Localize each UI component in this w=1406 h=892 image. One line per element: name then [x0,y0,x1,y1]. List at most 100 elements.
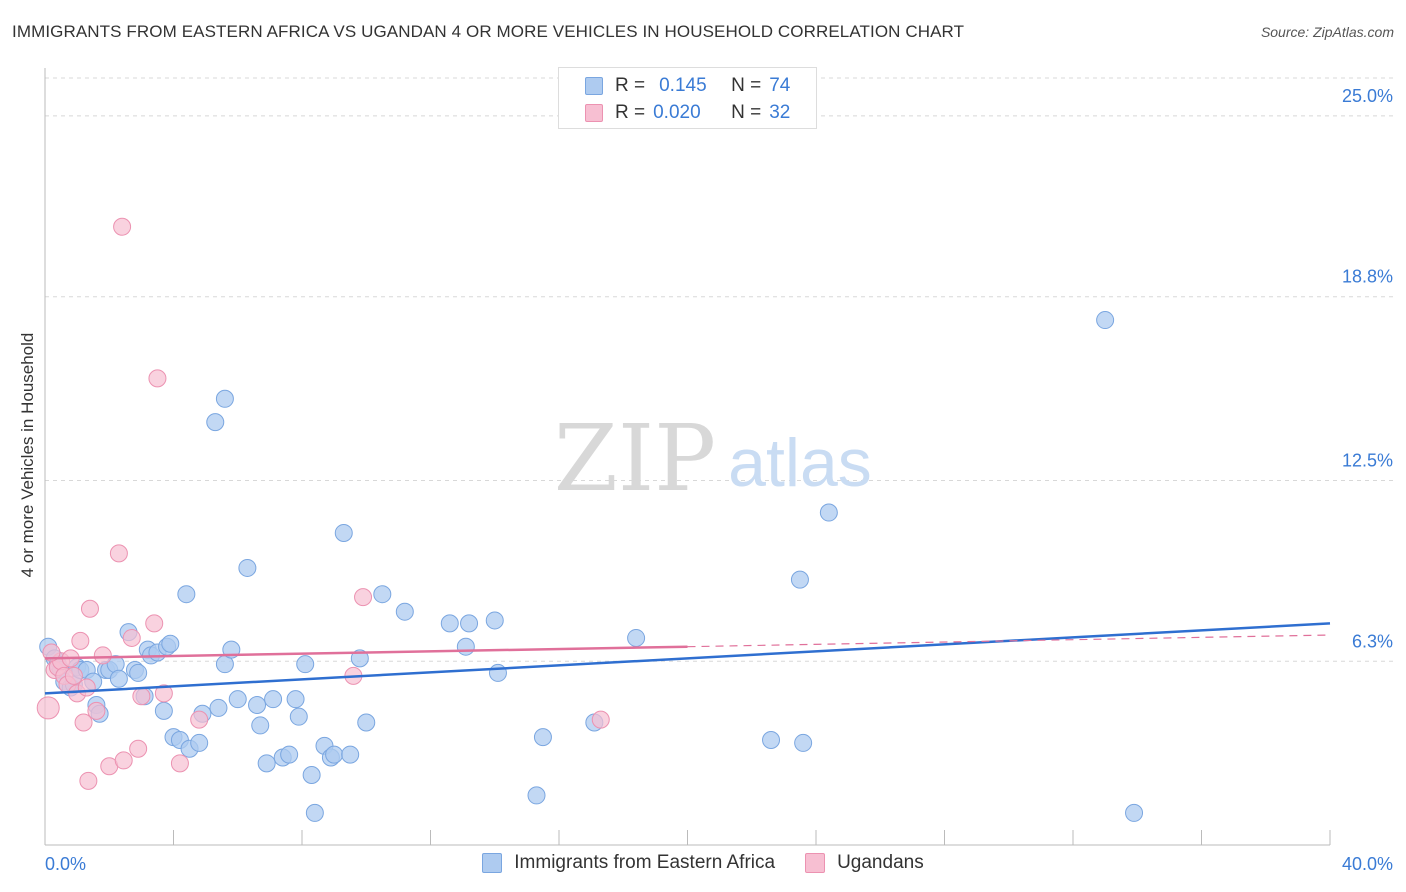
legend-n-label: N = [731,102,762,123]
data-point-ugandans [64,666,83,685]
data-point-eastern-africa [373,585,392,604]
y-tick-label: 25.0% [1342,86,1393,106]
data-point-ugandans [93,646,112,665]
data-point-ugandans [154,684,173,703]
data-point-eastern-africa [206,413,225,432]
chart-title: IMMIGRANTS FROM EASTERN AFRICA VS UGANDA… [12,22,965,41]
data-point-eastern-africa [794,733,813,752]
data-point-eastern-africa [395,602,414,621]
data-point-eastern-africa [280,745,299,764]
trend-line-eastern-africa [44,622,1331,695]
data-point-eastern-africa [129,663,148,682]
legend-swatch-blue [585,77,603,95]
correlation-legend: R = 0.145 N = 74 R = 0.020 N = 32 [558,67,817,129]
legend-swatch-blue [482,853,503,873]
data-point-ugandans [80,599,99,618]
series-ugandans-points [36,217,610,790]
tick-labels: 6.3% 12.5% 18.8% 25.0% 0.0% 40.0% [45,86,1393,874]
legend-n-value: 32 [769,102,791,123]
data-point-ugandans [122,628,141,647]
data-point-ugandans [36,696,60,720]
data-point-eastern-africa [251,716,270,735]
data-point-ugandans [114,751,133,770]
axes [44,68,1331,846]
data-point-ugandans [113,217,132,236]
data-point-eastern-africa [533,728,552,747]
legend-swatch-pink [585,104,603,122]
legend-r-value: 0.020 [653,102,701,123]
legend-r-label: R = [615,75,646,96]
data-point-ugandans [79,771,98,790]
data-point-eastern-africa [161,634,180,653]
watermark: ZIP atlas [554,405,872,512]
legend-label: Ugandans [837,852,924,873]
series-legend: Immigrants from Eastern Africa Ugandans [0,852,1406,874]
data-point-eastern-africa [190,733,209,752]
data-point-eastern-africa [485,611,504,630]
data-point-ugandans [87,701,106,720]
data-point-ugandans [129,739,148,758]
y-tick-label: 6.3% [1352,631,1393,651]
data-point-eastern-africa [305,803,324,822]
data-point-eastern-africa [177,585,196,604]
data-point-eastern-africa [264,690,283,709]
data-point-ugandans [71,631,90,650]
data-point-eastern-africa [762,731,781,750]
data-point-ugandans [42,643,61,662]
legend-swatch-pink [805,853,826,873]
data-point-eastern-africa [819,503,838,522]
data-point-ugandans [132,687,151,706]
data-point-eastern-africa [248,696,267,715]
data-point-ugandans [591,710,610,729]
data-point-ugandans [190,710,209,729]
data-point-eastern-africa [456,637,475,656]
source-label: Source: ZipAtlas.com [1260,24,1394,40]
y-axis-label: 4 or more Vehicles in Household [18,332,37,578]
data-point-eastern-africa [627,628,646,647]
legend-n-label: N = [731,75,762,96]
data-point-eastern-africa [302,766,321,785]
legend-label: Immigrants from Eastern Africa [514,852,776,873]
data-point-eastern-africa [334,523,353,542]
x-tick-label-start: 0.0% [45,854,86,874]
data-point-eastern-africa [790,570,809,589]
trend-line-ugandans [44,645,688,660]
data-point-eastern-africa [527,786,546,805]
data-point-ugandans [170,754,189,773]
legend-r-label: R = [615,102,646,123]
legend-item-eastern-africa: Immigrants from Eastern Africa [482,852,775,874]
trend-lines [44,622,1331,695]
series-eastern-africa-points [39,311,1144,822]
data-point-eastern-africa [257,754,276,773]
data-point-ugandans [109,544,128,563]
legend-n-value: 74 [769,75,791,96]
legend-row-ugandans: R = 0.020 N = 32 [585,100,790,126]
data-point-eastern-africa [286,690,305,709]
data-point-eastern-africa [154,701,173,720]
data-point-ugandans [148,369,167,388]
data-point-eastern-africa [289,707,308,726]
data-point-eastern-africa [350,649,369,668]
legend-item-ugandans: Ugandans [805,852,924,874]
data-point-eastern-africa [325,745,344,764]
data-point-eastern-africa [488,663,507,682]
data-point-eastern-africa [1096,311,1115,330]
data-point-eastern-africa [238,558,257,577]
y-tick-label: 12.5% [1342,450,1393,470]
watermark-atlas: atlas [728,425,872,501]
data-point-eastern-africa [209,698,228,717]
data-point-eastern-africa [215,389,234,408]
legend-r-value: 0.145 [659,75,707,96]
x-tick-label-end: 40.0% [1342,854,1393,874]
data-point-eastern-africa [357,713,376,732]
data-point-eastern-africa [109,669,128,688]
y-tick-label: 18.8% [1342,267,1393,287]
data-point-eastern-africa [1125,803,1144,822]
data-point-ugandans [74,713,93,732]
watermark-zip: ZIP [554,405,716,512]
data-point-ugandans [77,678,96,697]
data-point-eastern-africa [296,655,315,674]
data-point-eastern-africa [228,690,247,709]
data-point-eastern-africa [460,614,479,633]
